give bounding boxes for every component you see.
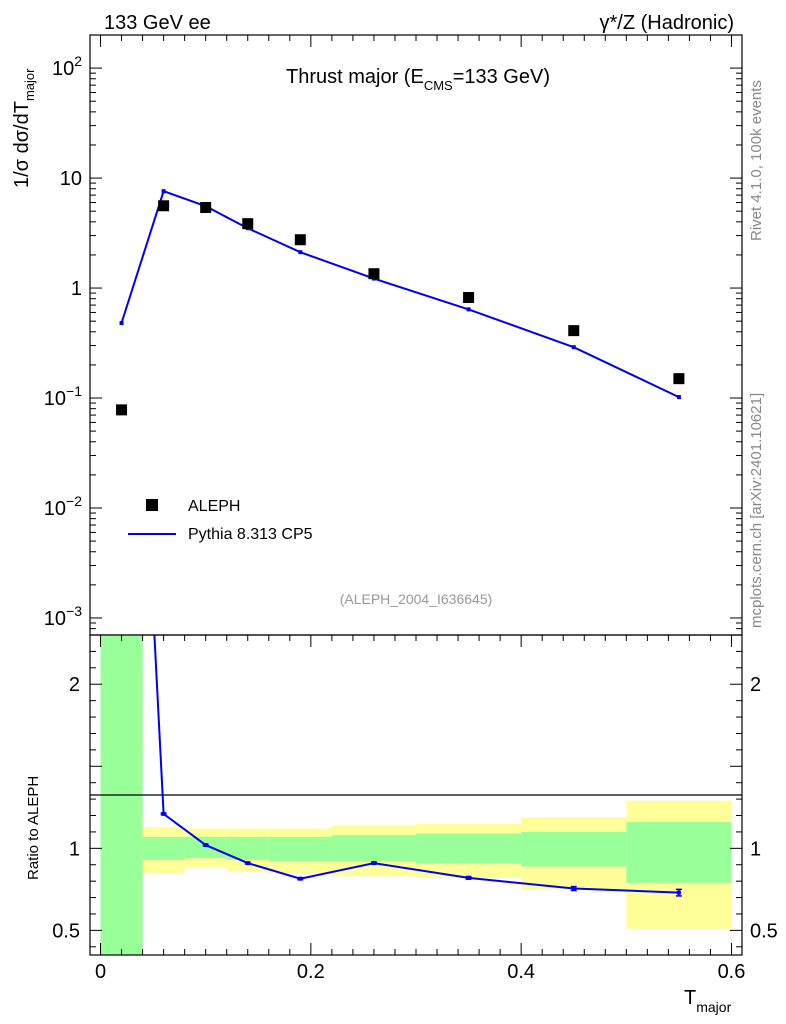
data-point — [242, 218, 254, 230]
x-tick-label: 0.2 — [297, 961, 325, 983]
ratio-y-tick-label-right: 2 — [750, 674, 761, 696]
band-inner — [142, 836, 185, 860]
band-inner — [268, 836, 332, 862]
data-point — [200, 202, 212, 214]
ratio-y-tick-label: 1 — [69, 838, 80, 860]
data-point — [368, 268, 380, 280]
ratio-ylabel: Ratio to ALEPH — [25, 776, 42, 880]
band-inner — [521, 831, 627, 867]
x-tick-label: 0.6 — [718, 961, 746, 983]
mc-line — [120, 189, 680, 399]
header-right: γ*/Z (Hadronic) — [600, 12, 734, 34]
analysis-label: (ALEPH_2004_I636645) — [340, 591, 493, 607]
x-tick-label: 0 — [95, 961, 106, 983]
data-point — [673, 373, 685, 385]
legend-label-pythia: Pythia 8.313 CP5 — [188, 526, 313, 543]
ratio-line — [153, 635, 679, 894]
main-panel: 10−3 10−2 10−1 1 10 102 Thrust major (ECMS=13… — [11, 34, 743, 636]
main-frame — [89, 34, 743, 636]
ratio-point — [203, 843, 208, 848]
y-tick-label: 1 — [71, 278, 82, 300]
band-inner — [626, 822, 732, 883]
ratio-point — [161, 811, 166, 816]
ratio-y-tick-label-right: 0.5 — [750, 920, 778, 942]
ratio-point — [245, 861, 250, 866]
y-tick-label: 10−3 — [44, 603, 82, 630]
band-inner — [184, 836, 227, 859]
x-tick-label: 0.4 — [507, 961, 535, 983]
band-inner — [331, 835, 416, 862]
mc-point — [466, 307, 471, 312]
ratio-y-tick-label-right: 1 — [750, 838, 761, 860]
band-inner — [226, 836, 269, 860]
y-tick-label: 10−1 — [44, 383, 82, 410]
mc-point — [571, 345, 576, 350]
data-point — [158, 200, 170, 212]
mcplots-label: mcplots.cern.ch [arXiv:2401.10621] — [748, 393, 765, 628]
y-tick-label: 102 — [52, 53, 82, 80]
ratio-point — [298, 876, 303, 881]
ratio-point — [371, 861, 376, 866]
rivet-label: Rivet 4.1.0, 100k events — [748, 80, 765, 241]
data-point — [116, 404, 128, 416]
legend-label-aleph: ALEPH — [188, 498, 240, 515]
y-tick-label: 10−2 — [44, 493, 82, 520]
data-point — [463, 292, 475, 304]
legend-marker-aleph — [146, 499, 158, 511]
main-ylabel: 1/σ dσ/dTmajor — [11, 68, 37, 188]
ratio-point — [571, 886, 576, 891]
ratio-panel: 0.5 0.5 1 1 2 2 0 0.2 0.4 0.6 Ratio to ALEPH Tmaj… — [25, 35, 778, 1015]
header-left: 133 GeV ee — [104, 12, 211, 34]
main-title: Thrust major (ECMS=133 GeV) — [286, 66, 550, 93]
ratio-y-tick-label: 2 — [69, 674, 80, 696]
mc-point — [298, 250, 303, 255]
ratio-point — [466, 875, 471, 880]
ratio-xlabel: Tmajor — [684, 987, 732, 1015]
legend: ALEPH Pythia 8.313 CP5 — [128, 498, 313, 543]
ratio-y-tick-label: 0.5 — [52, 920, 80, 942]
data-point — [294, 234, 306, 246]
data-point — [568, 325, 580, 337]
ratio-point — [676, 890, 681, 895]
mc-point — [119, 321, 124, 326]
mc-point — [676, 395, 681, 400]
mc-point — [161, 189, 166, 194]
band-inner — [416, 833, 522, 864]
y-tick-label: 10 — [60, 168, 82, 190]
